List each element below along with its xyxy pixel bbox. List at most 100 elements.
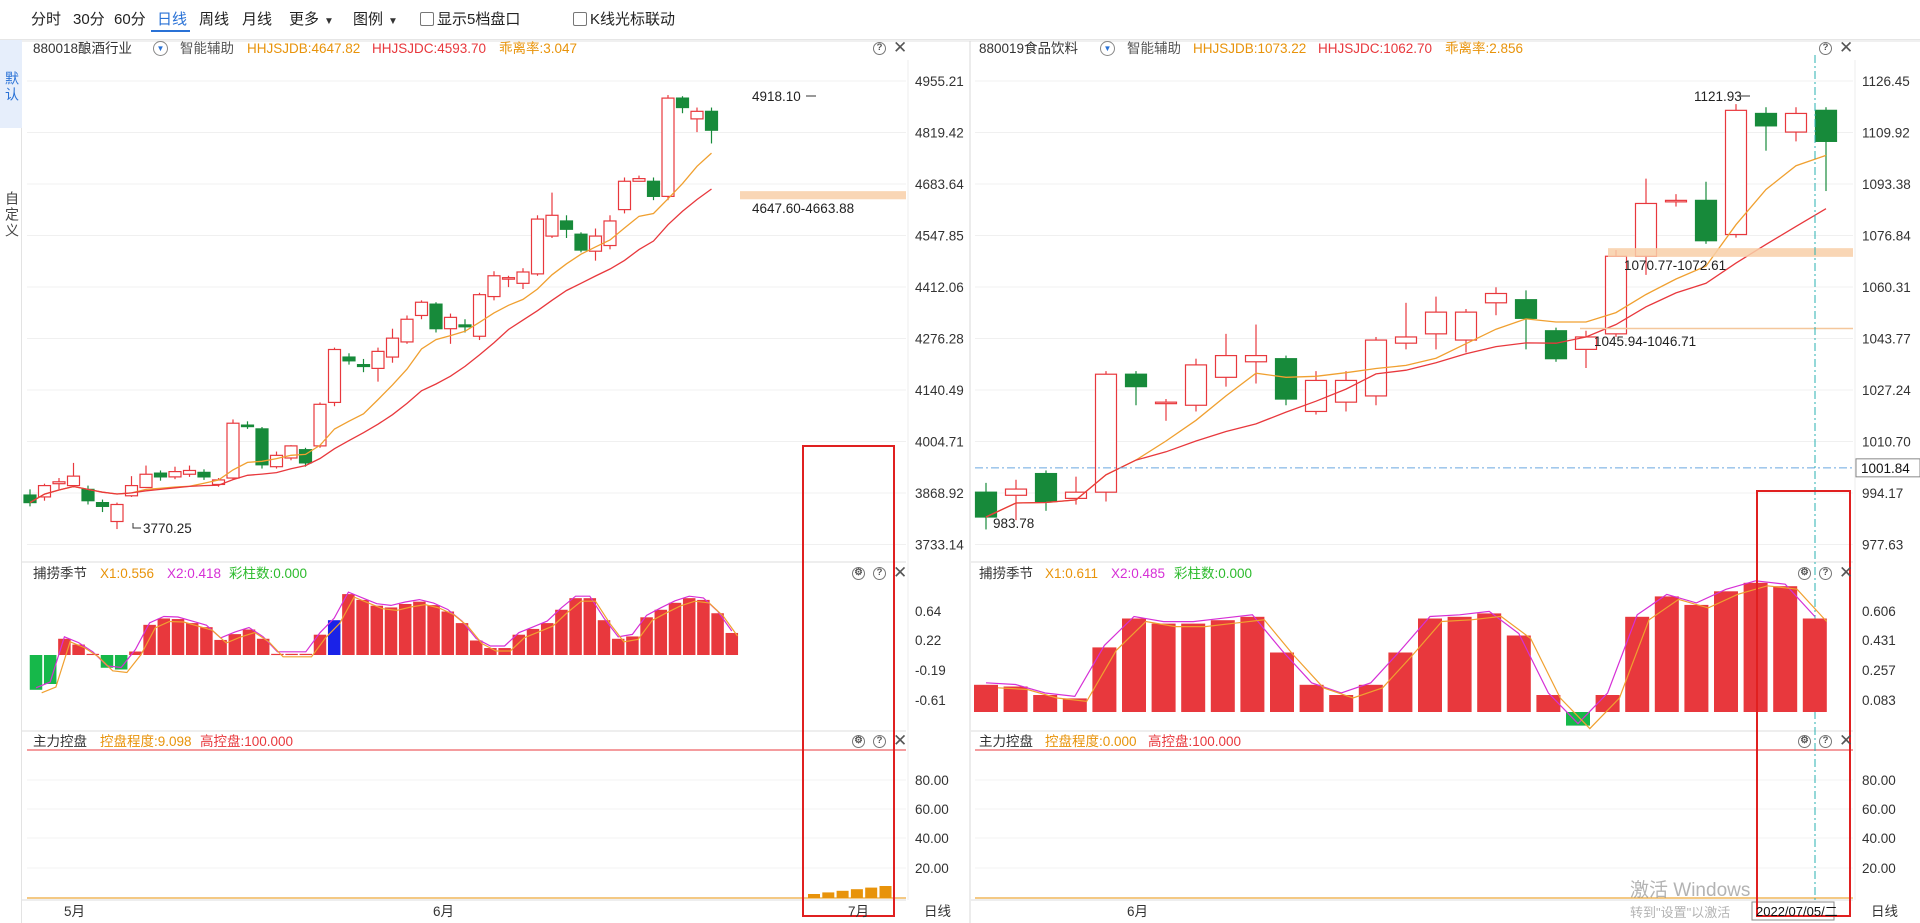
left-low-label: 3770.25 [143,521,192,536]
period-tab-60min[interactable]: 60分 [114,11,146,28]
left-candle [516,271,530,284]
right-ind1-name[interactable]: 捕捞季节 [979,566,1033,581]
left-candle [197,471,211,478]
left-ind2-close-icon[interactable]: ✕ [893,731,908,750]
left-ind1-name[interactable]: 捕捞季节 [33,566,87,581]
left-ma-long-line [29,188,712,504]
right-month-label: 6月 [1127,904,1148,919]
right-ma-long-line [985,208,1827,518]
left-control-bar [836,890,849,898]
left-price-tick: 4547.85 [915,229,964,244]
right-ind1-help-icon[interactable]: ? [1819,567,1832,580]
left-candle [153,472,168,478]
left-ind1-bar [370,605,384,655]
right-candle [1514,299,1538,319]
left-candle [240,424,255,428]
right-assist-label[interactable]: 智能辅助 [1127,41,1181,56]
left-ind2-name[interactable]: 主力控盘 [33,734,87,749]
left-ind1-bar [711,613,724,655]
left-close-icon[interactable]: ✕ [893,38,908,57]
period-tab-30min[interactable]: 30分 [73,11,105,28]
right-low-label: 983.78 [993,516,1034,531]
more-dropdown[interactable]: 更多 ▼ [289,10,334,32]
right-ind1-bar [1181,623,1206,712]
right-ind1-bar [1743,582,1768,712]
grid-layer [22,40,1920,923]
left-price-tick: 4955.21 [915,74,964,89]
period-tab-timeshare[interactable]: 分时 [31,11,62,28]
right-ind2-degree: 控盘程度:0.000 [1045,734,1137,749]
right-candle [1244,354,1268,363]
right-price-tick: 977.63 [1862,538,1903,553]
left-ind1-help-icon[interactable]: ? [873,567,886,580]
left-ind1-close-icon[interactable]: ✕ [893,563,908,582]
left-control-bar [879,886,892,898]
show-5level-checkbox[interactable]: 显示5档盘口 [420,10,520,30]
right-ind1-bar [1536,695,1561,712]
right-candle [1784,112,1808,133]
right-ind2-settings-icon[interactable]: ⚙ [1798,735,1811,748]
right-assist-dropdown-icon[interactable]: ▼ [1100,41,1115,56]
left-candle [66,475,81,487]
left-ind1-bar [285,653,298,656]
left-stock-name[interactable]: 880018酿酒行业 [33,41,133,56]
left-ind1-bar [654,609,668,655]
right-price-tick: 994.17 [1862,486,1903,501]
left-candle [110,503,124,523]
right-candle [1124,373,1148,388]
right-ind1-bar [1418,618,1442,712]
right-candle [1304,379,1328,413]
right-ind1-settings-icon[interactable]: ⚙ [1798,567,1811,580]
left-assist-dropdown-icon[interactable]: ▼ [153,41,168,56]
right-hhjsjdb: HHJSJDB:1073.22 [1193,41,1307,56]
left-candle [472,294,487,337]
left-control-bar [865,887,878,898]
left-ma-short-line [29,152,712,504]
sidebar-tab-custom[interactable]: 自定义 [4,191,20,239]
legend-dropdown[interactable]: 图例 ▼ [353,10,398,32]
right-candle [1274,358,1298,400]
left-price-tick: 4819.42 [915,126,964,141]
left-ind1-bar [725,632,739,655]
left-help-icon[interactable]: ? [873,42,886,55]
left-candle [52,481,66,485]
right-support-zone [1608,248,1853,257]
period-tab-daily[interactable]: 日线 [157,11,188,28]
right-help-icon[interactable]: ? [1819,42,1832,55]
left-ind2-help-icon[interactable]: ? [873,735,886,748]
right-price-tick: 1109.92 [1862,126,1910,141]
right-candle [1694,199,1718,242]
left-low-pointer [132,523,141,529]
right-ind1-bar [1329,695,1354,712]
right-price-tick: 1010.70 [1862,435,1911,450]
right-stock-name[interactable]: 880019食品饮料 [979,41,1079,56]
left-candle [269,454,284,468]
right-ind2-close-icon[interactable]: ✕ [1839,731,1854,750]
left-ind1-bar [100,655,114,668]
draw-layer [23,55,1920,921]
right-ind2-name[interactable]: 主力控盘 [979,734,1033,749]
right-ind1-close-icon[interactable]: ✕ [1839,563,1854,582]
left-candle [182,469,197,475]
right-close-icon[interactable]: ✕ [1839,38,1854,57]
right-ind2-help-icon[interactable]: ? [1819,735,1832,748]
left-ind1-bar [540,623,554,655]
right-candle [1544,330,1568,360]
right-price-tick: 1043.77 [1862,332,1911,347]
period-tab-monthly[interactable]: 月线 [242,11,273,28]
left-assist-label[interactable]: 智能辅助 [180,41,234,56]
left-ind1-settings-icon[interactable]: ⚙ [852,567,865,580]
left-candle [574,233,588,251]
checkbox-icon [573,12,587,26]
right-ind1-bar [1625,616,1650,712]
kline-cursor-link-checkbox[interactable]: K线光标联动 [573,10,675,30]
sidebar-tab-default[interactable]: 默认 [0,40,22,128]
left-ind2-settings-icon[interactable]: ⚙ [852,735,865,748]
right-candle [1394,336,1418,344]
period-tab-weekly[interactable]: 周线 [199,11,230,28]
right-price-tick: 1093.38 [1862,177,1911,192]
left-candle [559,220,574,230]
left-ind-tick: -0.19 [915,663,946,678]
left-price-tick: 4140.49 [915,383,964,398]
